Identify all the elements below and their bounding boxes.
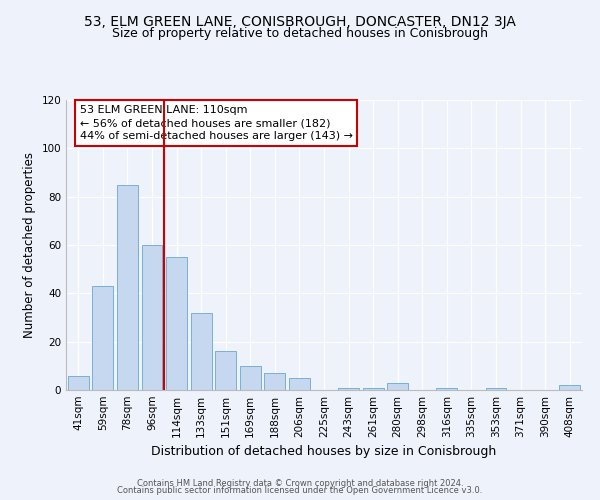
Bar xyxy=(166,257,187,390)
Bar xyxy=(338,388,359,390)
Bar xyxy=(436,388,457,390)
Bar xyxy=(240,366,261,390)
Bar xyxy=(485,388,506,390)
Text: 53, ELM GREEN LANE, CONISBROUGH, DONCASTER, DN12 3JA: 53, ELM GREEN LANE, CONISBROUGH, DONCAST… xyxy=(84,15,516,29)
Text: Size of property relative to detached houses in Conisbrough: Size of property relative to detached ho… xyxy=(112,28,488,40)
Bar xyxy=(387,383,408,390)
Bar xyxy=(92,286,113,390)
X-axis label: Distribution of detached houses by size in Conisbrough: Distribution of detached houses by size … xyxy=(151,446,497,458)
Bar xyxy=(142,245,163,390)
Bar xyxy=(559,385,580,390)
Text: Contains public sector information licensed under the Open Government Licence v3: Contains public sector information licen… xyxy=(118,486,482,495)
Bar xyxy=(289,378,310,390)
Y-axis label: Number of detached properties: Number of detached properties xyxy=(23,152,36,338)
Bar xyxy=(68,376,89,390)
Text: Contains HM Land Registry data © Crown copyright and database right 2024.: Contains HM Land Registry data © Crown c… xyxy=(137,478,463,488)
Text: 53 ELM GREEN LANE: 110sqm
← 56% of detached houses are smaller (182)
44% of semi: 53 ELM GREEN LANE: 110sqm ← 56% of detac… xyxy=(80,105,353,141)
Bar xyxy=(117,184,138,390)
Bar xyxy=(362,388,383,390)
Bar xyxy=(265,373,286,390)
Bar xyxy=(191,312,212,390)
Bar xyxy=(215,352,236,390)
